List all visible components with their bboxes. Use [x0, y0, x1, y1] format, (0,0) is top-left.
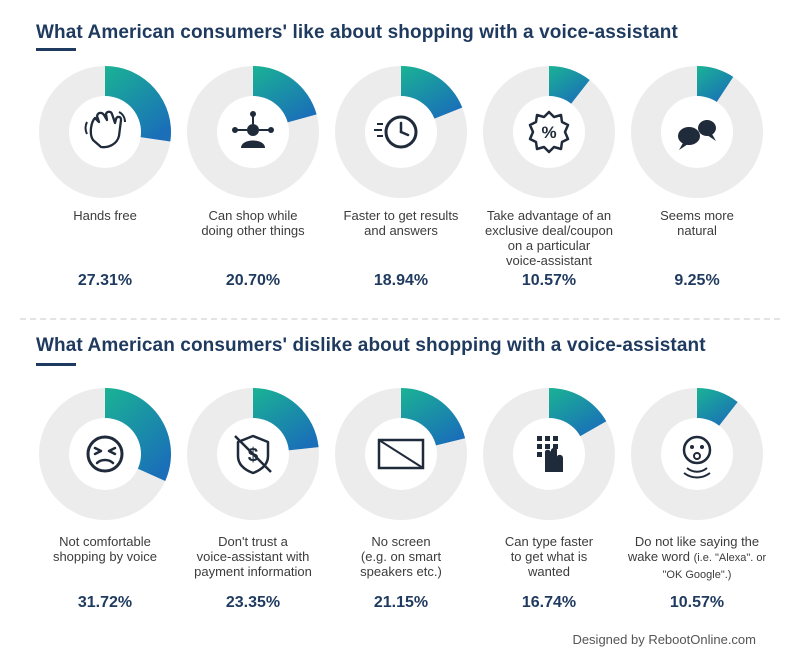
donut-item: Not comfortable shopping by voice 31.72%	[31, 382, 179, 612]
donut-slice	[253, 66, 317, 123]
dislike-section-title: What American consumers' dislike about s…	[36, 335, 706, 356]
percentage-value: 27.31%	[77, 272, 133, 289]
percentage-value: 31.72%	[77, 594, 133, 611]
donut-hole	[69, 96, 141, 168]
percentage-value: 20.70%	[225, 272, 281, 289]
category-label: Can shop while doing other things	[201, 208, 305, 238]
percentage-value: 10.57%	[669, 594, 725, 611]
percentage-value: 21.15%	[373, 594, 429, 611]
donut-item: No screen (e.g. on smart speakers etc.) 2…	[327, 382, 475, 612]
donut-chart	[631, 388, 763, 520]
donut-slice	[549, 388, 607, 438]
category-label: Take advantage of an exclusive deal/coup…	[485, 208, 613, 268]
category-label: Can type faster to get what is wanted	[504, 534, 594, 579]
speech-bubbles-icon	[678, 120, 716, 150]
donut-chart	[335, 66, 467, 198]
donut-slice	[549, 66, 590, 106]
keypad-hand-icon	[537, 436, 563, 472]
donut-item: Do not like saying the wake word (i.e. "…	[623, 382, 771, 612]
donut-item: % Take advantage of an exclusive deal/cou…	[475, 60, 623, 290]
category-label: Hands free	[73, 208, 137, 223]
donut-item: Can shop while doing other things 20.70%	[179, 60, 327, 290]
donut-chart	[335, 388, 467, 520]
percentage-value: 23.35%	[225, 594, 281, 611]
category-label-note: (i.e. "Alexa". or "OK Google".)	[662, 552, 767, 581]
category-label: Faster to get results and answers	[343, 208, 459, 238]
donut-chart: $	[187, 388, 319, 520]
donut-item: $ Don't trust a voice-assistant with paym…	[179, 382, 327, 612]
category-label: Not comfortable shopping by voice	[52, 534, 158, 564]
donut-slice	[697, 388, 738, 428]
donut-slice	[697, 66, 734, 104]
donut-slice	[105, 388, 171, 482]
designer-credit: Designed by RebootOnline.com	[572, 632, 756, 647]
donut-slice	[105, 66, 171, 142]
donut-chart	[39, 66, 171, 198]
category-label: Seems more natural	[660, 208, 734, 238]
percentage-value: 9.25%	[674, 272, 720, 289]
donut-item: Hands free 27.31%	[31, 60, 179, 290]
no-dollar-shield-icon: $	[234, 434, 272, 475]
donut-hole	[69, 418, 141, 490]
donut-chart	[631, 66, 763, 198]
donut-item: Can type faster to get what is wanted 16.…	[475, 382, 623, 612]
donut-chart: %	[483, 66, 615, 198]
dislike-title-underline	[36, 363, 76, 366]
donut-chart	[187, 66, 319, 198]
hand-icon	[84, 110, 126, 149]
like-section-title: What American consumers' like about shop…	[36, 22, 678, 43]
donut-slice	[253, 388, 319, 451]
uncomfortable-face-icon	[86, 435, 124, 473]
donut-chart	[39, 388, 171, 520]
donut-item: Seems more natural 9.25%	[623, 60, 771, 290]
dislike-donut-row: Not comfortable shopping by voice 31.72% $…	[31, 382, 771, 612]
like-title-underline	[36, 48, 76, 51]
percentage-value: 10.57%	[521, 272, 577, 289]
donut-slice	[401, 388, 466, 446]
network-person-icon	[232, 111, 274, 148]
no-screen-icon	[377, 438, 425, 470]
category-label-main: Do not like saying the wake word	[627, 534, 760, 564]
percentage-value: 16.74%	[521, 594, 577, 611]
like-donut-row: Hands free 27.31% Can shop while doing oth…	[31, 60, 771, 290]
donut-hole	[513, 96, 585, 168]
percentage-value: 18.94%	[373, 272, 429, 289]
coupon-percent-icon: %	[528, 110, 570, 154]
svg-text:%: %	[541, 123, 556, 142]
category-label: Don't trust a voice-assistant with payme…	[194, 534, 312, 579]
category-label: Do not like saying the wake word (i.e. "…	[623, 534, 771, 583]
wake-word-face-icon	[682, 435, 712, 479]
category-label: No screen (e.g. on smart speakers etc.)	[360, 534, 442, 579]
donut-chart	[483, 388, 615, 520]
section-divider	[20, 318, 780, 320]
clock-icon	[374, 115, 418, 149]
donut-item: Faster to get results and answers 18.94%	[327, 60, 475, 290]
donut-slice	[401, 66, 463, 120]
